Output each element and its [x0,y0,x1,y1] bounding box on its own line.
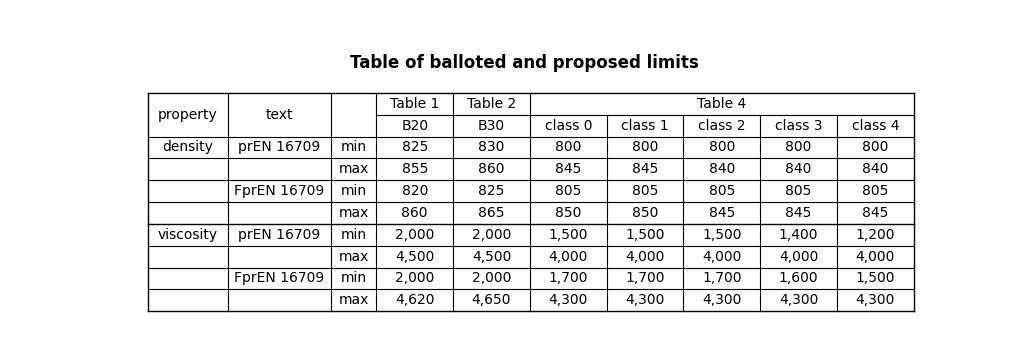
Text: 840: 840 [785,162,812,176]
Text: FprEN 16709: FprEN 16709 [234,271,325,285]
Text: 805: 805 [862,184,889,198]
Text: 2,000: 2,000 [395,228,434,242]
Text: 845: 845 [632,162,658,176]
Text: 800: 800 [555,140,582,154]
Text: 1,700: 1,700 [702,271,741,285]
Text: 800: 800 [862,140,889,154]
Text: property: property [158,108,218,122]
Text: 4,500: 4,500 [395,250,434,264]
Text: text: text [266,108,293,122]
Text: min: min [341,271,367,285]
Text: Table 4: Table 4 [697,97,746,111]
Text: B20: B20 [401,118,428,132]
Text: 845: 845 [862,206,889,220]
Text: class 2: class 2 [698,118,745,132]
Text: 855: 855 [401,162,428,176]
Text: 850: 850 [555,206,582,220]
Text: 4,300: 4,300 [779,293,818,307]
Text: 2,000: 2,000 [472,271,511,285]
Text: 1,500: 1,500 [702,228,741,242]
Text: 4,000: 4,000 [549,250,588,264]
Text: 805: 805 [709,184,735,198]
Text: min: min [341,140,367,154]
Text: 800: 800 [709,140,735,154]
Text: 4,300: 4,300 [702,293,741,307]
Text: 4,300: 4,300 [856,293,895,307]
Text: 4,000: 4,000 [779,250,818,264]
Text: 1,500: 1,500 [626,228,665,242]
Text: class 0: class 0 [545,118,592,132]
Text: 805: 805 [785,184,812,198]
Text: prEN 16709: prEN 16709 [239,228,321,242]
Text: 820: 820 [401,184,428,198]
Text: 860: 860 [401,206,428,220]
Text: 1,700: 1,700 [626,271,665,285]
Text: 845: 845 [709,206,735,220]
Text: 805: 805 [555,184,582,198]
Text: Table of balloted and proposed limits: Table of balloted and proposed limits [350,54,699,72]
Text: 1,400: 1,400 [779,228,818,242]
Text: 4,500: 4,500 [472,250,511,264]
Text: class 3: class 3 [775,118,822,132]
Text: 2,000: 2,000 [395,271,434,285]
Text: max: max [339,293,369,307]
Text: 825: 825 [478,184,505,198]
Text: class 4: class 4 [852,118,899,132]
Text: Table 1: Table 1 [390,97,439,111]
Text: 4,620: 4,620 [395,293,434,307]
Text: 4,000: 4,000 [702,250,741,264]
Text: 800: 800 [632,140,658,154]
Text: 840: 840 [862,162,889,176]
Text: 4,000: 4,000 [626,250,665,264]
Text: 1,700: 1,700 [549,271,588,285]
Text: 1,200: 1,200 [855,228,895,242]
Text: 850: 850 [632,206,658,220]
Text: max: max [339,250,369,264]
Text: 845: 845 [555,162,582,176]
Text: B30: B30 [478,118,505,132]
Text: viscosity: viscosity [158,228,218,242]
Text: prEN 16709: prEN 16709 [239,140,321,154]
Text: 825: 825 [401,140,428,154]
Text: 4,650: 4,650 [472,293,511,307]
Text: max: max [339,162,369,176]
Text: 4,300: 4,300 [549,293,588,307]
Text: 1,500: 1,500 [549,228,588,242]
Text: 1,600: 1,600 [778,271,818,285]
Text: 2,000: 2,000 [472,228,511,242]
Text: 4,000: 4,000 [856,250,895,264]
Text: 830: 830 [478,140,505,154]
Text: FprEN 16709: FprEN 16709 [234,184,325,198]
Text: min: min [341,228,367,242]
Text: Table 2: Table 2 [467,97,516,111]
Text: min: min [341,184,367,198]
Text: 840: 840 [709,162,735,176]
Text: 805: 805 [632,184,658,198]
Text: 845: 845 [785,206,812,220]
Text: 4,300: 4,300 [626,293,665,307]
Text: density: density [163,140,213,154]
Text: 800: 800 [785,140,812,154]
Text: class 1: class 1 [622,118,669,132]
Text: 860: 860 [478,162,505,176]
Text: 865: 865 [478,206,505,220]
Text: max: max [339,206,369,220]
Text: 1,500: 1,500 [855,271,895,285]
